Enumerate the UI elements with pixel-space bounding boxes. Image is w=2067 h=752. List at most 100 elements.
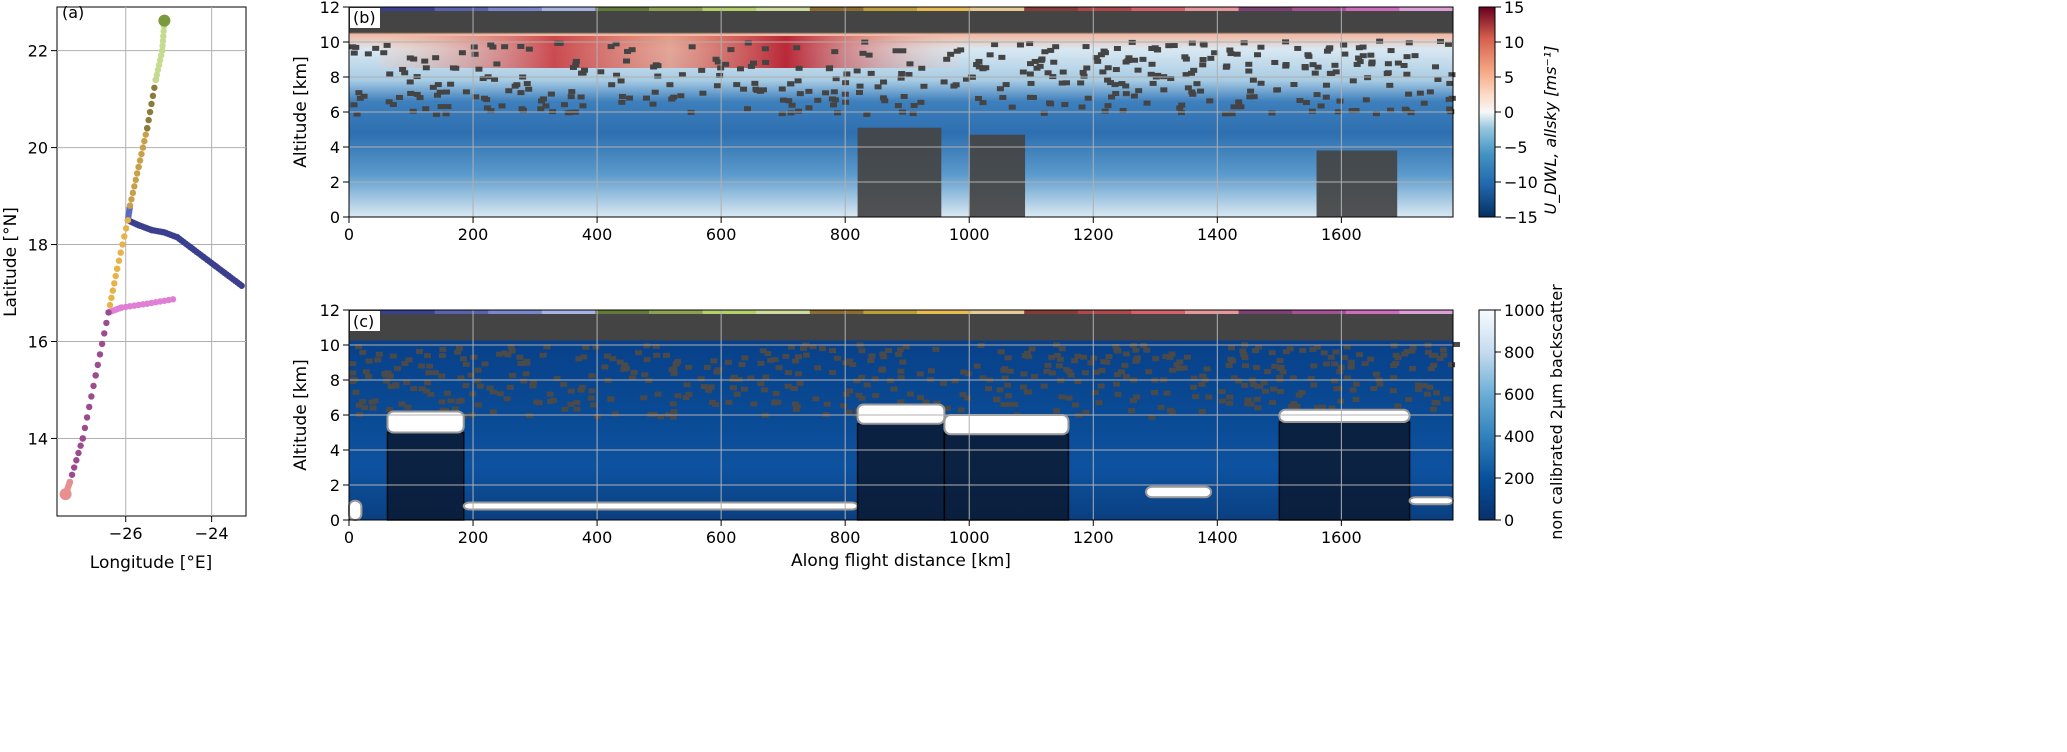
missing-pixel [365, 358, 373, 364]
missing-pixel [546, 391, 554, 397]
missing-pixel [845, 409, 853, 415]
missing-pixel [1434, 76, 1442, 82]
missing-pixel [1180, 365, 1188, 371]
missing-pixel [1343, 375, 1351, 381]
missing-pixel [1349, 78, 1357, 84]
missing-pixel [364, 51, 372, 57]
missing-pixel [454, 349, 462, 355]
missing-pixel [1199, 373, 1207, 379]
missing-pixel [554, 40, 562, 46]
flight-segment [809, 7, 864, 11]
missing-pixel [747, 375, 755, 381]
flight-segment [381, 7, 436, 11]
missing-pixel [1310, 382, 1318, 388]
flight-segment [541, 310, 596, 314]
panel-b-missing-data [349, 38, 1456, 217]
flight-segment [1399, 7, 1454, 11]
missing-pixel [1095, 400, 1103, 406]
missing-pixel [1113, 46, 1121, 52]
missing-pixel [1038, 56, 1046, 62]
missing-pixel [787, 344, 795, 350]
track-point [132, 176, 139, 184]
panel-c-ylabel: Altitude [km] [291, 359, 311, 471]
missing-pixel [1252, 348, 1260, 354]
missing-pixel [1432, 64, 1440, 70]
missing-pixel [517, 90, 525, 96]
xtick-label: 1400 [1197, 528, 1238, 547]
missing-pixel [980, 65, 988, 71]
missing-pixel [624, 48, 632, 54]
missing-pixel [1241, 363, 1249, 369]
missing-pixel [802, 352, 810, 358]
missing-pixel [496, 391, 504, 397]
missing-pixel [1332, 349, 1340, 355]
flight-segment [1131, 310, 1186, 314]
missing-pixel [1240, 40, 1248, 46]
missing-pixel [677, 93, 685, 99]
track-point [160, 28, 167, 35]
track-point [111, 280, 118, 287]
missing-pixel [525, 86, 533, 92]
missing-pixel [1004, 402, 1012, 408]
track-point [138, 150, 145, 158]
missing-pixel [1125, 55, 1133, 61]
missing-pixel [560, 102, 568, 108]
missing-pixel [467, 372, 475, 378]
ytick-label: 4 [330, 138, 340, 157]
missing-pixel [997, 349, 1005, 355]
missing-pixel [833, 355, 841, 361]
missing-pixel [1426, 384, 1434, 390]
missing-pixel [1257, 80, 1265, 86]
missing-pixel [1050, 59, 1058, 65]
panel-b-label: (b) [353, 8, 376, 27]
missing-pixel [1235, 99, 1243, 105]
colorbar-tick-label: 5 [1504, 68, 1514, 87]
missing-pixel [727, 47, 735, 53]
missing-pixel [578, 70, 586, 76]
missing-pixel [1226, 400, 1234, 406]
missing-pixel [1322, 361, 1330, 367]
colorbar-tick-label: 800 [1504, 343, 1535, 362]
missing-pixel [1058, 346, 1066, 352]
missing-pixel [650, 411, 658, 417]
missing-pixel [626, 95, 634, 101]
flight-segment [1292, 7, 1347, 11]
missing-pixel [1122, 374, 1130, 380]
track-point [128, 196, 135, 203]
missing-pixel [1420, 383, 1428, 389]
track-point [160, 32, 167, 40]
missing-pixel [1044, 70, 1052, 76]
track-point [156, 57, 164, 64]
missing-pixel [572, 58, 580, 64]
missing-pixel [355, 411, 363, 417]
missing-pixel [455, 345, 463, 351]
missing-pixel [1314, 405, 1322, 411]
missing-pixel [906, 391, 914, 397]
xtick-label: 1000 [949, 225, 990, 244]
missing-pixel [1133, 394, 1141, 400]
missing-pixel [1336, 98, 1344, 104]
missing-pixel [705, 387, 713, 393]
missing-pixel [1132, 347, 1140, 353]
panel-a-frame [56, 6, 247, 517]
missing-pixel [1386, 82, 1394, 88]
missing-pixel [404, 404, 412, 410]
missing-pixel [1059, 69, 1067, 75]
missing-pixel [1151, 45, 1159, 51]
missing-pixel [577, 94, 585, 100]
missing-pixel [1376, 381, 1384, 387]
track-point [133, 170, 141, 177]
missing-pixel [618, 93, 626, 99]
missing-pixel [1335, 385, 1343, 391]
missing-pixel [1347, 364, 1355, 370]
missing-pixel [493, 61, 501, 67]
missing-pixel [682, 394, 690, 400]
missing-pixel [458, 50, 466, 56]
missing-pixel [567, 388, 575, 394]
missing-pixel [516, 354, 524, 360]
missing-pixel [729, 385, 737, 391]
missing-pixel [1295, 392, 1303, 398]
missing-pixel [439, 346, 447, 352]
missing-pixel [1355, 352, 1363, 358]
missing-pixel [1327, 354, 1335, 360]
